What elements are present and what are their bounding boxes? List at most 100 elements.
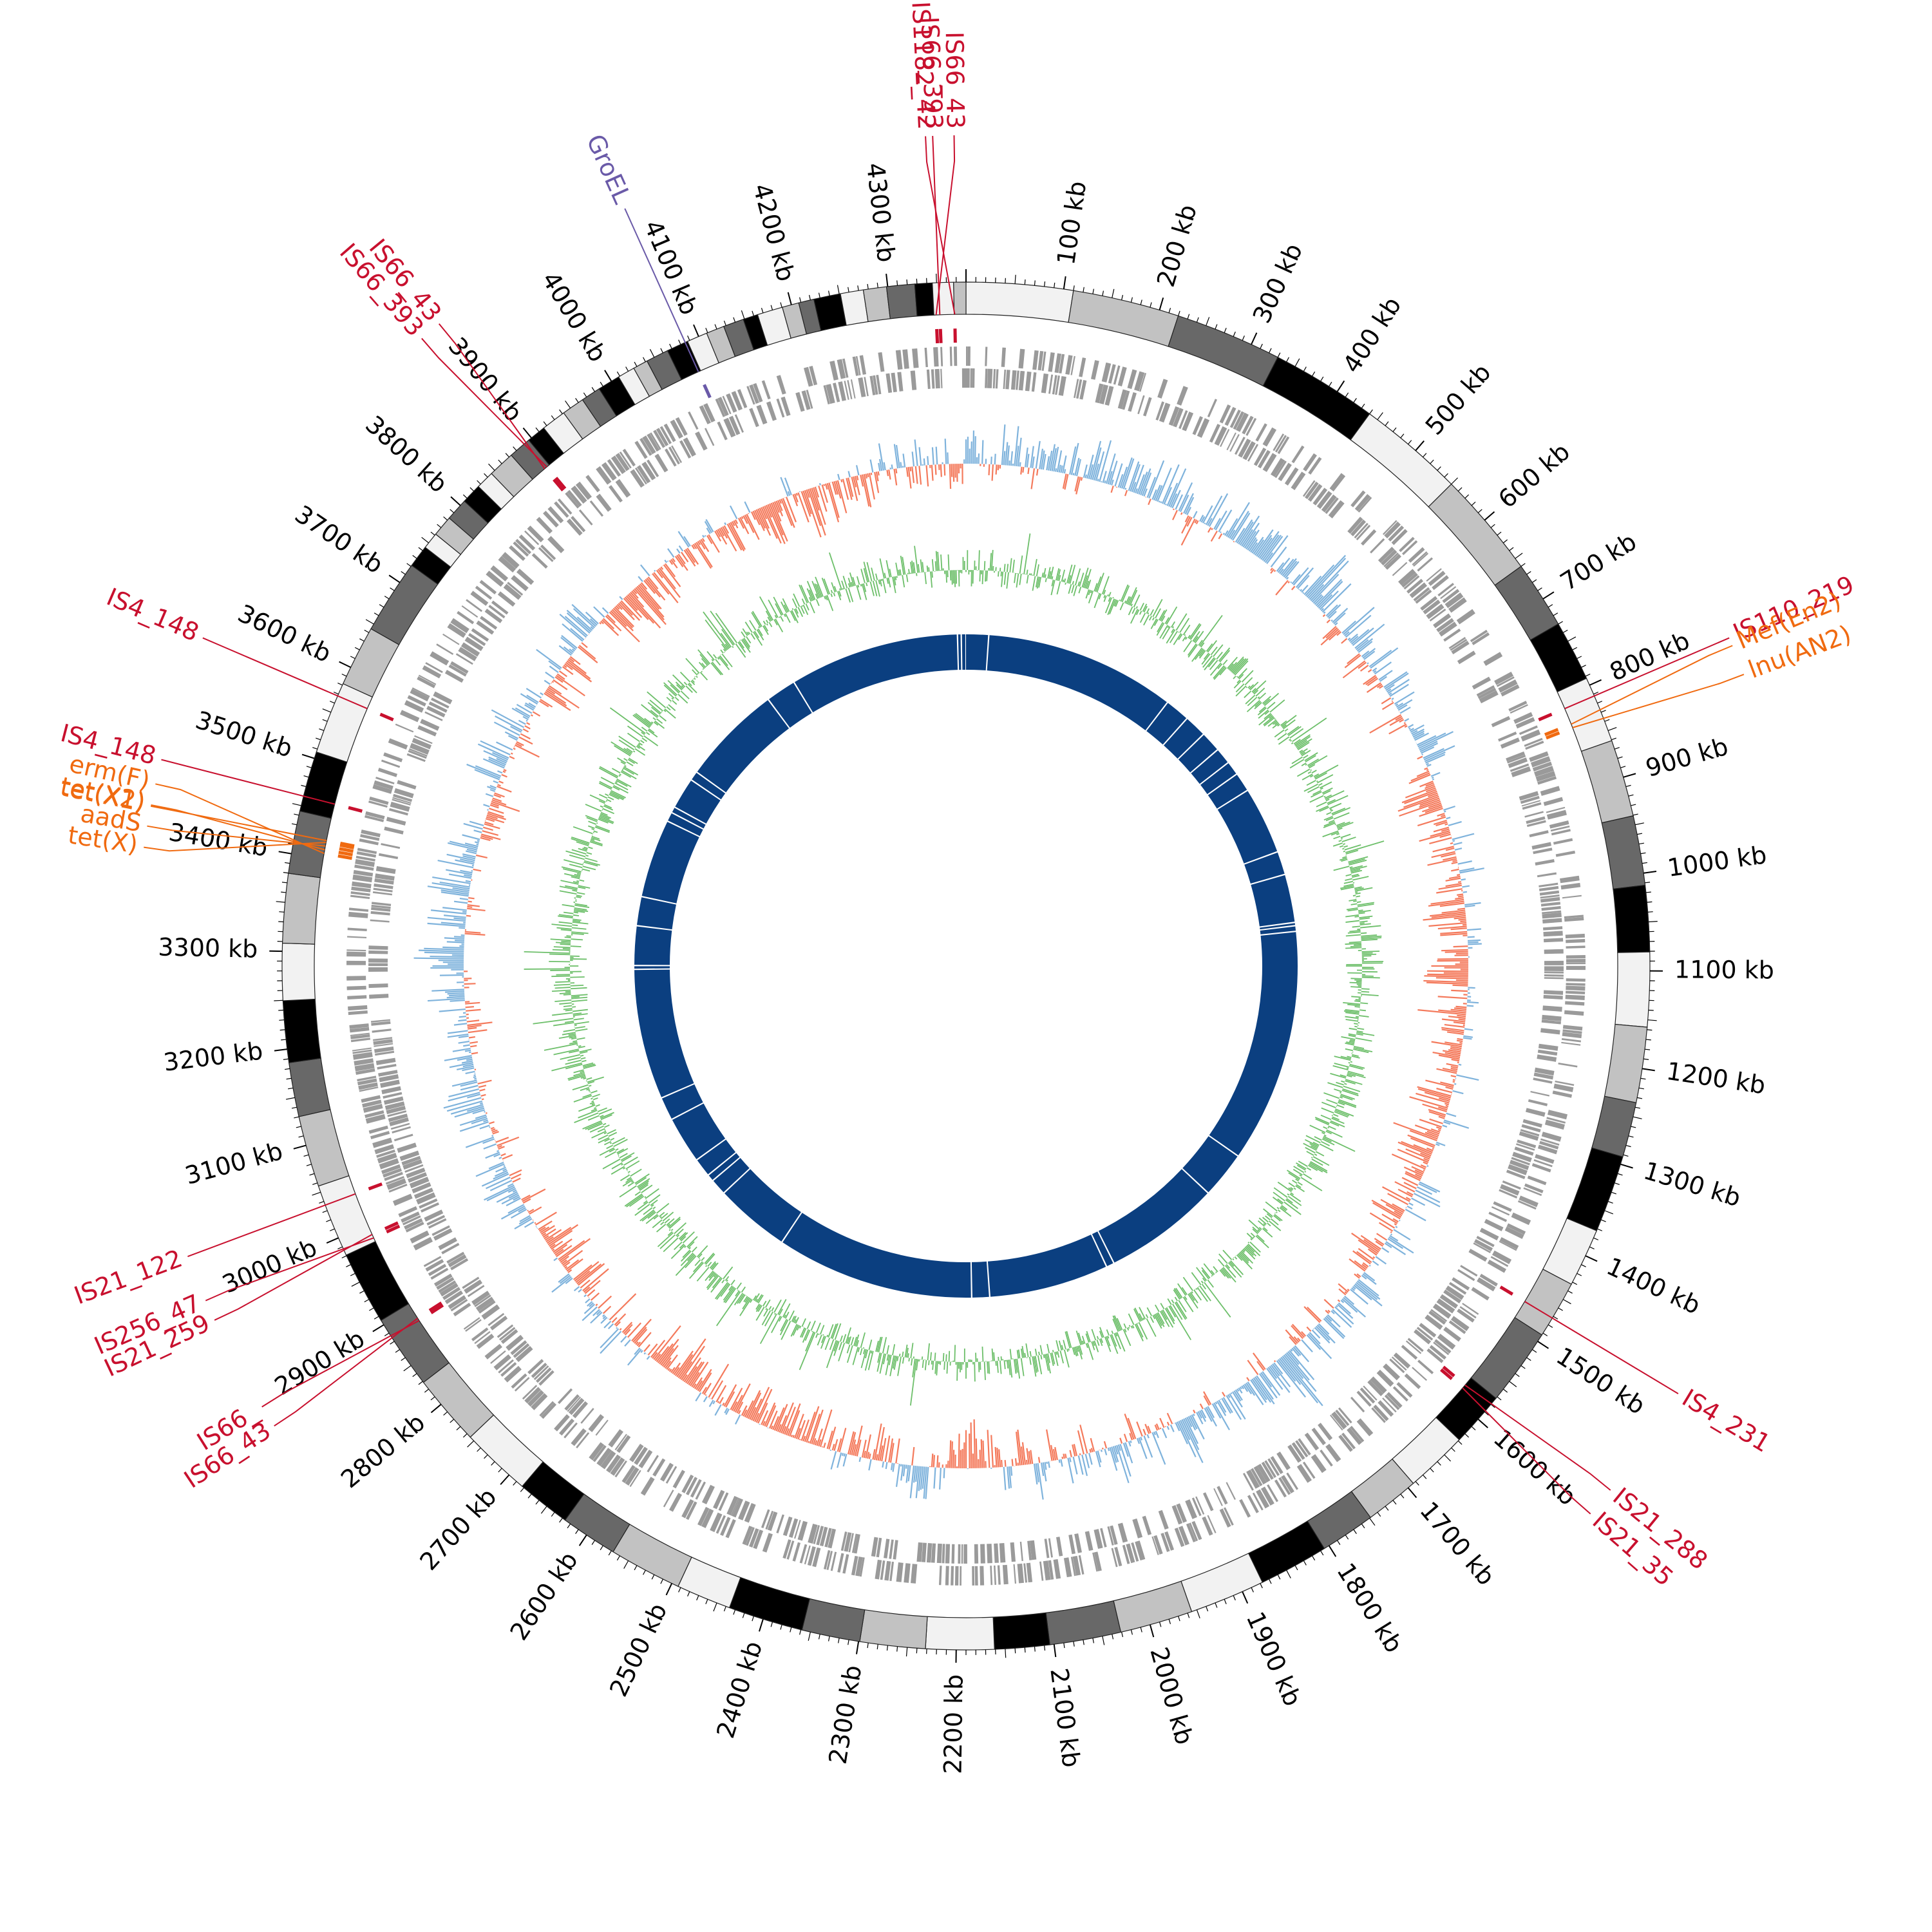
gc-skew-bar — [464, 874, 472, 877]
gc-skew-bar — [465, 1070, 475, 1075]
ruler-tick — [403, 1365, 412, 1372]
ruler-tick — [1515, 553, 1523, 559]
gc-skew-bar — [863, 1450, 866, 1458]
gc-skew-bar — [843, 1453, 846, 1457]
gc-skew-bar — [1010, 451, 1013, 466]
ruler-tick — [1102, 1636, 1105, 1645]
gc-skew-bar — [502, 1154, 513, 1160]
cds-block — [1413, 587, 1430, 601]
ruler-tick — [1196, 317, 1199, 323]
gc-skew-bar — [1453, 1021, 1465, 1025]
cds-block — [1499, 1189, 1518, 1198]
cds-block — [1273, 433, 1285, 451]
gc-skew-bar — [514, 1218, 533, 1230]
gc-skew-bar — [524, 704, 535, 711]
cds-block — [951, 1544, 955, 1564]
gc-content-bar — [1106, 1336, 1111, 1347]
cds-block — [1354, 494, 1370, 511]
gc-content-bar — [1361, 994, 1379, 996]
gc-skew-bar — [1448, 875, 1461, 880]
gc-skew-bar — [747, 1392, 762, 1419]
gc-content-bar — [1195, 630, 1204, 643]
gc-content-bar — [793, 609, 799, 618]
gc-content-bar — [620, 1174, 630, 1182]
cds-block — [547, 506, 564, 524]
gc-content-bar — [846, 1344, 851, 1354]
gc-skew-bar — [1301, 1339, 1313, 1353]
cds-block — [489, 1316, 508, 1331]
gc-content-bar — [710, 611, 735, 645]
gc-skew-bar — [1374, 1238, 1385, 1245]
gc-skew-bar — [636, 1341, 641, 1347]
gc-skew-bar — [1410, 724, 1425, 733]
gc-skew-bar — [934, 464, 937, 475]
gc-content-bar — [876, 1336, 882, 1352]
gc-skew-bar — [460, 1084, 478, 1091]
cds-block — [1126, 1543, 1135, 1564]
cds-block — [1174, 1528, 1185, 1548]
gc-content-bar — [956, 1361, 958, 1381]
gc-skew-bar — [784, 477, 792, 496]
gc-skew-bar — [995, 464, 998, 475]
gc-skew-bar — [522, 715, 529, 721]
gc-content-bar — [1274, 721, 1279, 725]
ruler-tick — [354, 647, 360, 650]
gc-content-bar — [1338, 1101, 1345, 1106]
cds-block — [671, 445, 683, 463]
gc-content-bar — [571, 1037, 577, 1040]
gc-content-bar — [1345, 914, 1359, 918]
cds-block — [1509, 1159, 1530, 1171]
gc-content-bar — [1350, 978, 1362, 980]
gc-skew-bar — [1468, 943, 1482, 945]
gc-content-bar — [892, 1344, 896, 1356]
gc-content-bar — [616, 779, 628, 787]
gc-skew-bar — [1036, 468, 1039, 476]
ruler-tick — [498, 459, 502, 464]
cds-block — [826, 1551, 833, 1570]
gc-skew-bar — [905, 1464, 907, 1469]
gc-content-bar — [1050, 1352, 1054, 1367]
ruler-tick — [1063, 276, 1066, 290]
gc-content-bar — [829, 1339, 835, 1350]
cds-block — [1131, 1542, 1139, 1562]
gc-skew-bar — [1368, 1264, 1371, 1267]
gc-skew-bar — [1433, 819, 1447, 826]
gc-skew-bar — [525, 702, 535, 710]
cds-block — [513, 541, 529, 557]
gc-skew-bar — [558, 1240, 585, 1260]
gc-content-bar — [582, 868, 591, 872]
gc-skew-bar — [1323, 1318, 1345, 1340]
gc-skew-bar — [858, 1457, 862, 1463]
gc-content-bar — [560, 880, 579, 885]
gc-skew-bar — [632, 589, 638, 594]
gc-skew-bar — [483, 804, 490, 808]
cds-block — [410, 743, 430, 755]
cds-block — [536, 516, 553, 534]
gc-skew-bar — [582, 1268, 609, 1292]
gc-content-bar — [611, 790, 627, 799]
gc-skew-bar — [905, 467, 909, 477]
cds-block — [1291, 471, 1306, 491]
cds-block — [1092, 1552, 1098, 1572]
cds-block — [1533, 1072, 1554, 1080]
gc-skew-bar — [854, 1425, 863, 1457]
gc-skew-bar — [526, 722, 531, 725]
ruler-tick — [1484, 1411, 1489, 1416]
gc-content-bar — [697, 672, 699, 675]
gc-skew-bar — [757, 508, 772, 536]
gc-skew-bar — [1003, 451, 1006, 466]
cds-block — [647, 1455, 659, 1473]
cds-block — [368, 958, 388, 963]
gc-skew-bar — [722, 526, 737, 552]
gc-content-bar — [1232, 1258, 1235, 1261]
gc-content-bar — [1347, 1072, 1366, 1079]
gc-skew-bar — [1111, 1446, 1117, 1463]
ruler-tick — [1585, 1255, 1598, 1262]
cds-block — [1209, 424, 1221, 443]
contig-band-ring — [281, 281, 1651, 1651]
gc-content-bar — [567, 1057, 581, 1061]
gc-content-bar — [1361, 952, 1373, 954]
gc-content-bar — [886, 1354, 889, 1361]
gc-content-bar — [706, 1274, 719, 1289]
cds-block — [466, 599, 483, 612]
